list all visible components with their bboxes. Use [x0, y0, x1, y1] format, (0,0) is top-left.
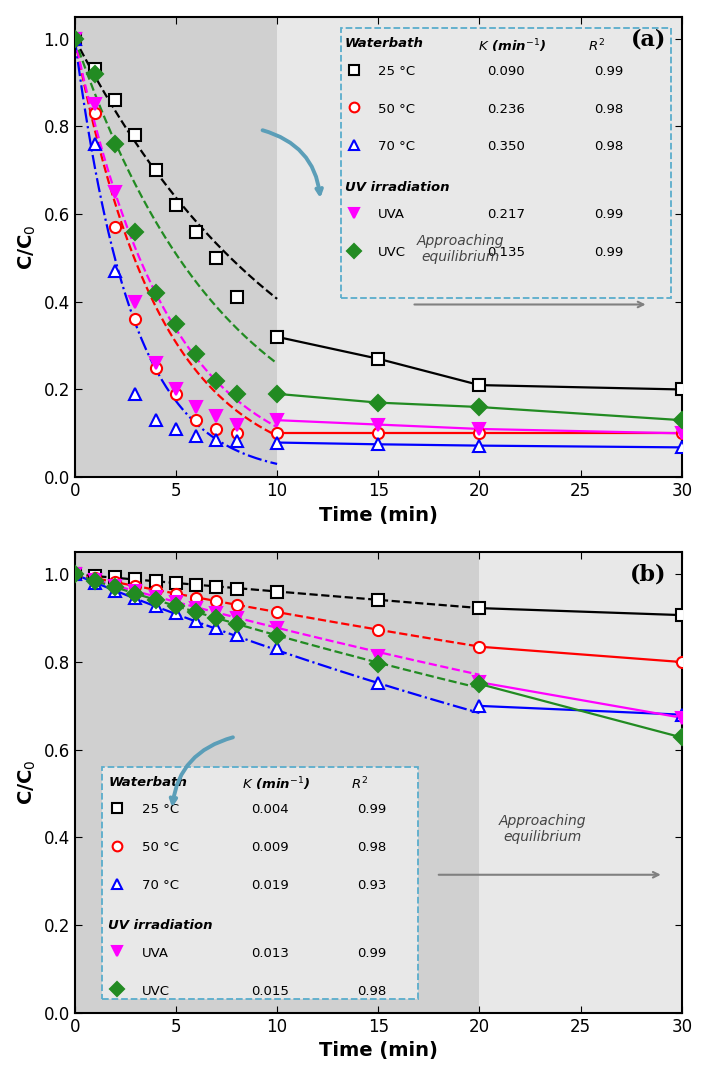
Bar [74, 16, 277, 477]
Text: Approaching
equilibrium: Approaching equilibrium [416, 234, 504, 264]
FancyBboxPatch shape [340, 28, 671, 297]
Text: 0.135: 0.135 [488, 247, 525, 260]
Text: 0.013: 0.013 [251, 947, 289, 960]
Bar [74, 553, 479, 1012]
Text: UVC: UVC [379, 247, 406, 260]
Text: 50 °C: 50 °C [142, 841, 179, 854]
Text: $R^2$: $R^2$ [351, 775, 368, 793]
FancyBboxPatch shape [102, 767, 418, 999]
Text: 0.090: 0.090 [488, 65, 525, 78]
Text: UVC: UVC [142, 984, 169, 997]
Text: 70 °C: 70 °C [142, 879, 179, 892]
Text: 25 °C: 25 °C [379, 65, 415, 78]
Text: UV irradiation: UV irradiation [345, 181, 450, 194]
Text: Waterbath: Waterbath [108, 775, 187, 788]
Text: 0.004: 0.004 [251, 803, 289, 816]
Text: $R^2$: $R^2$ [588, 38, 605, 54]
Text: 0.99: 0.99 [357, 803, 386, 816]
Text: 0.93: 0.93 [357, 879, 386, 892]
Text: $K$ (min$^{-1}$): $K$ (min$^{-1}$) [479, 38, 547, 55]
Text: 70 °C: 70 °C [379, 140, 415, 154]
Text: 25 °C: 25 °C [142, 803, 179, 816]
Y-axis label: C/C$_0$: C/C$_0$ [17, 224, 38, 269]
X-axis label: Time (min): Time (min) [319, 505, 437, 524]
Text: Approaching
equilibrium: Approaching equilibrium [498, 813, 586, 843]
Text: 0.99: 0.99 [593, 209, 623, 222]
Text: 0.009: 0.009 [251, 841, 289, 854]
Text: 0.98: 0.98 [357, 841, 386, 854]
Text: UV irradiation: UV irradiation [108, 920, 213, 933]
Text: UVA: UVA [142, 947, 169, 960]
Text: 0.350: 0.350 [488, 140, 525, 154]
Bar [277, 16, 682, 477]
Text: 50 °C: 50 °C [379, 102, 415, 115]
Text: $K$ (min$^{-1}$): $K$ (min$^{-1}$) [242, 775, 310, 794]
Bar [479, 553, 682, 1012]
Text: 0.98: 0.98 [357, 984, 386, 997]
Text: 0.99: 0.99 [593, 65, 623, 78]
Text: 0.99: 0.99 [357, 947, 386, 960]
Text: 0.98: 0.98 [593, 140, 623, 154]
Text: (b): (b) [630, 564, 666, 586]
Text: 0.99: 0.99 [593, 247, 623, 260]
X-axis label: Time (min): Time (min) [319, 1041, 437, 1061]
Text: 0.217: 0.217 [488, 209, 525, 222]
Text: UVA: UVA [379, 209, 406, 222]
Text: 0.98: 0.98 [593, 102, 623, 115]
Y-axis label: C/C$_0$: C/C$_0$ [17, 759, 38, 806]
Text: 0.015: 0.015 [251, 984, 289, 997]
Text: 0.019: 0.019 [251, 879, 289, 892]
Text: 0.236: 0.236 [488, 102, 525, 115]
Text: (a): (a) [631, 28, 666, 51]
Text: Waterbath: Waterbath [345, 38, 424, 51]
